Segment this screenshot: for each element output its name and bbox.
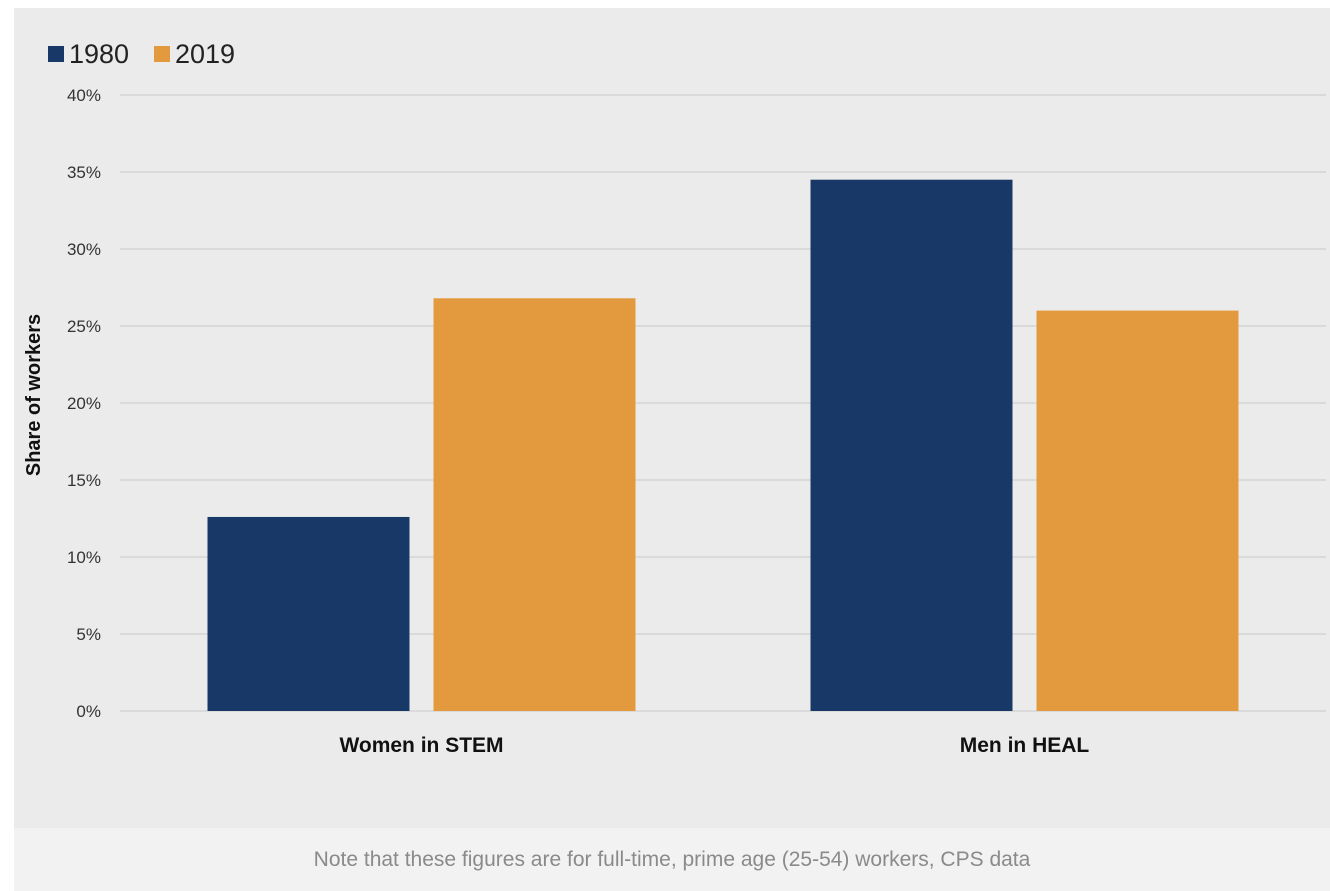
- y-tick-label: 35%: [67, 163, 101, 182]
- legend-label-2019: 2019: [175, 39, 235, 69]
- x-category-label: Women in STEM: [339, 734, 503, 757]
- caption-bar: Note that these figures are for full-tim…: [14, 828, 1330, 891]
- chart-caption: Note that these figures are for full-tim…: [313, 847, 1031, 871]
- y-tick-label: 10%: [67, 548, 101, 567]
- x-category-label: Men in HEAL: [960, 734, 1090, 757]
- bars: [207, 179, 1239, 711]
- bar-2019-women-in-stem: [433, 298, 636, 711]
- chart-panel: 0% 5% 10% 15% 20% 25% 30% 35% 40% Women in STEM M…: [14, 8, 1330, 828]
- y-tick-label: 30%: [67, 240, 101, 259]
- legend: 1980 2019: [48, 39, 235, 69]
- y-tick-label: 25%: [67, 317, 101, 336]
- y-tick-label: 15%: [67, 471, 101, 490]
- y-tick-label: 5%: [76, 625, 101, 644]
- y-tick-label: 40%: [67, 86, 101, 105]
- y-tick-label: 20%: [67, 394, 101, 413]
- y-axis-ticks: 0% 5% 10% 15% 20% 25% 30% 35% 40%: [67, 86, 101, 721]
- y-axis-label: Share of workers: [23, 314, 45, 476]
- bar-1980-women-in-stem: [207, 516, 410, 711]
- legend-swatch-2019: [154, 46, 170, 62]
- bar-chart: 0% 5% 10% 15% 20% 25% 30% 35% 40% Women in STEM M…: [23, 39, 1326, 757]
- x-axis-categories: Women in STEM Men in HEAL: [339, 734, 1089, 757]
- bar-2019-men-in-heal: [1036, 310, 1239, 711]
- y-tick-label: 0%: [76, 702, 101, 721]
- bar-1980-men-in-heal: [810, 179, 1013, 711]
- legend-swatch-1980: [48, 46, 64, 62]
- legend-label-1980: 1980: [69, 39, 129, 69]
